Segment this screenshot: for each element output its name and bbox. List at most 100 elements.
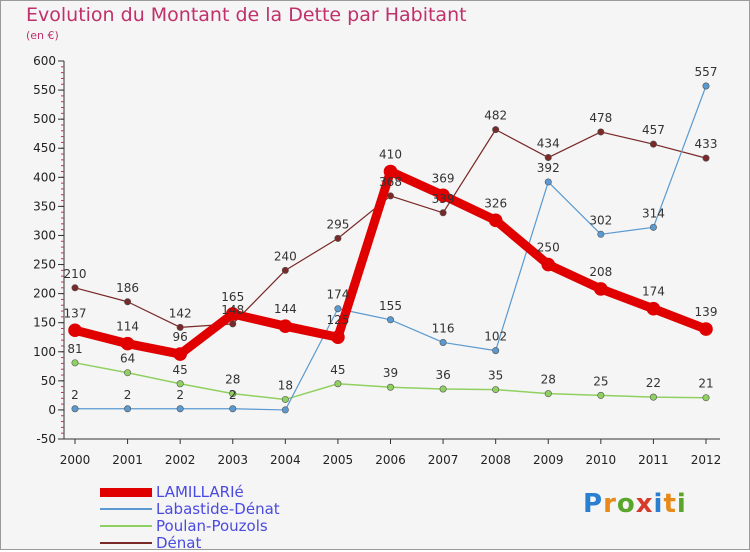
series-3-point bbox=[176, 323, 184, 331]
series-0-point bbox=[225, 307, 240, 321]
data-label: 174 bbox=[326, 288, 349, 302]
y-tick-label: 100 bbox=[33, 345, 56, 359]
series-2-point bbox=[439, 385, 447, 393]
data-label: 410 bbox=[379, 147, 402, 161]
logo-letter: r bbox=[603, 489, 617, 519]
data-label: 36 bbox=[435, 368, 450, 382]
series-1-point bbox=[229, 405, 237, 413]
x-tick-label: 2002 bbox=[165, 453, 196, 467]
series-0-point bbox=[594, 282, 608, 296]
data-label: 102 bbox=[484, 330, 507, 344]
series-1-point bbox=[334, 305, 342, 313]
legend-label: Dénat bbox=[156, 534, 202, 552]
logo-letter: i bbox=[653, 489, 664, 519]
data-label: 302 bbox=[589, 213, 612, 227]
x-tick-label: 2004 bbox=[270, 453, 301, 467]
logo-letter: i bbox=[676, 489, 687, 519]
x-tick-label: 2012 bbox=[691, 453, 722, 467]
series-2-point bbox=[71, 359, 79, 367]
data-label: 165 bbox=[221, 290, 244, 304]
series-0-point bbox=[699, 322, 713, 336]
data-label: 478 bbox=[589, 111, 612, 125]
data-label: 368 bbox=[379, 175, 402, 189]
series-1-point bbox=[439, 338, 447, 346]
series-1-point bbox=[702, 82, 710, 90]
legend-swatch bbox=[100, 525, 152, 527]
data-label: 339 bbox=[432, 192, 455, 206]
data-label: 35 bbox=[488, 369, 503, 383]
series-3-point bbox=[124, 298, 132, 306]
data-label: 21 bbox=[698, 377, 713, 391]
data-label: 369 bbox=[432, 171, 455, 185]
data-label: 96 bbox=[173, 330, 188, 344]
series-2-point bbox=[281, 395, 289, 403]
data-label: 116 bbox=[432, 321, 455, 335]
series-3-point bbox=[544, 154, 552, 162]
series-2-point bbox=[492, 386, 500, 394]
series-0-point bbox=[120, 336, 135, 351]
legend-swatch bbox=[100, 508, 152, 510]
data-label: 25 bbox=[593, 374, 608, 388]
data-label: 482 bbox=[484, 109, 507, 123]
series-1-point bbox=[386, 316, 394, 324]
data-label: 295 bbox=[326, 217, 349, 231]
data-label: 2 bbox=[229, 388, 237, 402]
y-tick-label: 200 bbox=[33, 287, 56, 301]
series-0-point bbox=[436, 188, 450, 203]
logo-letter: t bbox=[663, 489, 677, 519]
x-tick-label: 2001 bbox=[112, 453, 143, 467]
data-label: 125 bbox=[326, 313, 349, 327]
x-tick-label: 2007 bbox=[428, 453, 459, 467]
data-label: 114 bbox=[116, 320, 139, 334]
chart-subtitle: (en €) bbox=[26, 29, 59, 42]
y-tick-label: 0 bbox=[48, 403, 56, 417]
legend-label: Poulan-Pouzols bbox=[156, 517, 268, 535]
series-2-point bbox=[597, 391, 605, 399]
data-label: 326 bbox=[484, 196, 507, 210]
series-3-point bbox=[334, 234, 342, 242]
y-tick-label: 450 bbox=[33, 141, 56, 155]
data-label: 433 bbox=[695, 137, 718, 151]
data-label: 155 bbox=[379, 299, 402, 313]
data-label: 174 bbox=[642, 285, 665, 299]
legend-swatch bbox=[100, 487, 152, 497]
series-3-point bbox=[649, 140, 657, 148]
series-2-point bbox=[334, 380, 342, 388]
proxiti-logo: Proxiti bbox=[583, 489, 687, 519]
axes: -50 0 50 100 150 200 250 300 350 400 450 500 550 600 2… bbox=[33, 54, 721, 467]
legend-label: Labastide-Dénat bbox=[156, 500, 280, 518]
series-1-point bbox=[176, 405, 184, 413]
legend-label: LAMILLARIé bbox=[156, 483, 244, 501]
data-label: 434 bbox=[537, 137, 560, 151]
series-1-point bbox=[281, 406, 289, 414]
y-tick-label: 550 bbox=[33, 83, 56, 97]
series-1-point bbox=[544, 178, 552, 186]
series-1-point bbox=[649, 223, 657, 231]
data-label: 144 bbox=[274, 302, 297, 316]
data-label: 148 bbox=[221, 303, 244, 317]
data-label: 2 bbox=[176, 388, 184, 402]
data-label: 314 bbox=[642, 206, 665, 220]
series-3-point bbox=[71, 284, 79, 292]
series-2-point bbox=[176, 380, 184, 388]
y-tick-label: 600 bbox=[33, 54, 56, 68]
y-tick-label: -50 bbox=[36, 432, 56, 446]
series-0-point bbox=[383, 164, 398, 179]
x-tick-label: 2005 bbox=[323, 453, 354, 467]
y-tick-label: 500 bbox=[33, 112, 56, 126]
series-3-point bbox=[702, 154, 710, 162]
y-tick-label: 50 bbox=[41, 374, 56, 388]
series-2-point bbox=[544, 390, 552, 398]
data-label: 457 bbox=[642, 123, 665, 137]
data-label: 2 bbox=[71, 388, 79, 402]
series-3-point bbox=[229, 320, 237, 328]
series-1-point bbox=[492, 347, 500, 355]
series-0-point bbox=[646, 301, 661, 316]
series-2-point bbox=[386, 383, 394, 391]
x-tick-label: 2010 bbox=[586, 453, 617, 467]
data-label: 392 bbox=[537, 161, 560, 175]
data-label: 240 bbox=[274, 249, 297, 263]
logo-letter: x bbox=[635, 489, 654, 519]
